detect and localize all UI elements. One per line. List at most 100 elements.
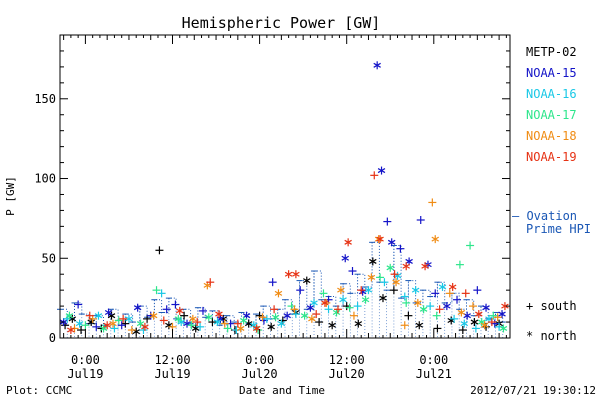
data-point-noaa-17 bbox=[432, 311, 441, 320]
data-point-metp-02 bbox=[433, 324, 442, 333]
data-point-metp-02 bbox=[303, 276, 311, 285]
data-point-noaa-16 bbox=[310, 298, 318, 307]
data-point-noaa-15 bbox=[383, 217, 392, 226]
data-point-noaa-19 bbox=[175, 306, 184, 315]
data-point-noaa-16 bbox=[324, 305, 333, 314]
data-point-noaa-19 bbox=[357, 286, 366, 295]
data-point-noaa-19 bbox=[284, 270, 293, 279]
x-tick-label-time: 0:00 bbox=[245, 353, 274, 367]
data-point-noaa-18 bbox=[127, 326, 136, 335]
data-point-noaa-19 bbox=[461, 289, 470, 298]
data-point-noaa-16 bbox=[94, 311, 103, 320]
data-point-noaa-16 bbox=[196, 322, 205, 331]
data-point-noaa-15 bbox=[373, 61, 381, 70]
data-point-noaa-18 bbox=[431, 235, 440, 244]
data-point-noaa-19 bbox=[252, 324, 261, 333]
legend-ovation-line1: — Ovation bbox=[512, 209, 577, 223]
data-point-noaa-15 bbox=[482, 303, 490, 312]
x-tick-label-date: Jul20 bbox=[329, 367, 365, 381]
data-point-noaa-16 bbox=[450, 314, 459, 323]
x-tick-label-time: 12:00 bbox=[154, 353, 190, 367]
data-point-noaa-19 bbox=[215, 310, 223, 319]
data-point-noaa-18 bbox=[445, 289, 454, 298]
data-point-noaa-16 bbox=[262, 314, 271, 323]
data-point-noaa-18 bbox=[308, 314, 316, 323]
legend-metp-02: METP-02 bbox=[526, 45, 577, 59]
data-point-noaa-18 bbox=[290, 305, 299, 314]
data-point-noaa-18 bbox=[274, 289, 283, 298]
data-point-noaa-19 bbox=[501, 302, 509, 311]
data-point-metp-02 bbox=[354, 319, 363, 328]
data-point-noaa-17 bbox=[239, 316, 248, 325]
data-point-metp-02 bbox=[404, 311, 413, 320]
data-point-noaa-18 bbox=[480, 321, 489, 330]
data-point-noaa-17 bbox=[65, 311, 74, 320]
x-tick-label-date: Jul21 bbox=[416, 367, 452, 381]
x-tick-label-time: 0:00 bbox=[71, 353, 100, 367]
legend-noaa-18: NOAA-18 bbox=[526, 129, 577, 143]
data-point-noaa-15 bbox=[117, 321, 126, 330]
data-point-noaa-17 bbox=[361, 295, 370, 304]
x-tick-label-date: Jul19 bbox=[67, 367, 103, 381]
data-point-metp-02 bbox=[415, 321, 424, 330]
data-point-metp-02 bbox=[389, 286, 398, 295]
data-point-noaa-19 bbox=[292, 270, 300, 279]
y-tick-label: 50 bbox=[42, 251, 56, 265]
data-point-noaa-19 bbox=[333, 305, 342, 314]
x-tick-label-date: Jul20 bbox=[242, 367, 278, 381]
axes: 0501001500:00Jul1912:00Jul190:00Jul2012:… bbox=[34, 34, 511, 381]
legend: METP-02 NOAA-15 NOAA-16 NOAA-17 NOAA-18 NOAA-… bbox=[512, 45, 591, 343]
data-point-noaa-19 bbox=[206, 278, 215, 287]
data-point-noaa-17 bbox=[114, 316, 123, 325]
data-point-noaa-17 bbox=[319, 289, 328, 298]
data-point-noaa-16 bbox=[339, 295, 347, 304]
data-point-metp-02 bbox=[132, 327, 140, 336]
data-point-noaa-17 bbox=[345, 303, 354, 312]
data-point-noaa-19 bbox=[141, 322, 149, 331]
data-point-noaa-19 bbox=[344, 238, 352, 247]
data-point-noaa-16 bbox=[291, 310, 300, 319]
data-point-noaa-19 bbox=[103, 321, 111, 330]
data-point-noaa-18 bbox=[374, 235, 383, 244]
data-point-noaa-15 bbox=[162, 305, 171, 314]
legend-noaa-15: NOAA-15 bbox=[526, 66, 577, 80]
data-point-noaa-15 bbox=[283, 311, 291, 320]
data-point-noaa-15 bbox=[416, 215, 425, 224]
footer-center: Date and Time bbox=[239, 384, 325, 397]
data-point-noaa-19 bbox=[159, 316, 168, 325]
data-point-noaa-16 bbox=[426, 302, 435, 311]
data-point-noaa-17 bbox=[81, 321, 90, 330]
data-point-noaa-19 bbox=[435, 305, 444, 314]
data-point-noaa-17 bbox=[499, 324, 508, 333]
data-point-noaa-15 bbox=[453, 295, 462, 304]
data-point-noaa-16 bbox=[213, 318, 222, 327]
data-point-noaa-18 bbox=[367, 273, 376, 282]
data-point-metp-02 bbox=[379, 294, 387, 303]
data-point-noaa-16 bbox=[157, 289, 166, 298]
legend-ovation-line2: Prime HPI bbox=[526, 222, 591, 236]
data-point-noaa-15 bbox=[348, 267, 357, 276]
legend-noaa-16: NOAA-16 bbox=[526, 87, 577, 101]
data-point-noaa-18 bbox=[493, 313, 502, 322]
data-point-metp-02 bbox=[470, 318, 479, 327]
data-point-noaa-18 bbox=[400, 321, 409, 330]
data-point-noaa-16 bbox=[110, 324, 119, 333]
data-point-noaa-18 bbox=[392, 278, 400, 287]
footer-right: 2012/07/21 19:30:12 bbox=[470, 384, 596, 397]
data-point-noaa-15 bbox=[443, 302, 451, 311]
y-tick-label: 100 bbox=[34, 172, 56, 186]
data-point-metp-02 bbox=[458, 326, 467, 335]
data-point-noaa-15 bbox=[498, 310, 506, 319]
data-point-noaa-19 bbox=[233, 319, 242, 328]
data-point-noaa-18 bbox=[337, 286, 345, 295]
legend-marker-south: + south bbox=[526, 299, 577, 313]
y-tick-label: 150 bbox=[34, 92, 56, 106]
data-point-noaa-17 bbox=[489, 311, 498, 320]
data-point-noaa-19 bbox=[321, 298, 329, 307]
data-point-noaa-17 bbox=[174, 314, 183, 323]
data-point-noaa-16 bbox=[125, 314, 133, 323]
data-point-noaa-18 bbox=[322, 298, 331, 307]
data-point-noaa-15 bbox=[377, 166, 386, 175]
data-point-metp-02 bbox=[77, 326, 86, 335]
